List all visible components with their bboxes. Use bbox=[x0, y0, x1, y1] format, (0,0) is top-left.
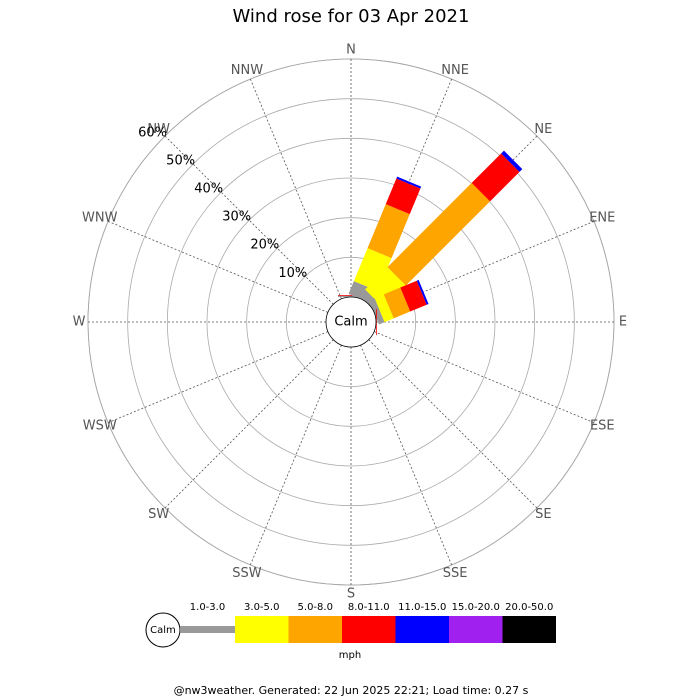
legend-swatch bbox=[342, 616, 396, 643]
grid-ring bbox=[285, 256, 417, 388]
direction-label: NNE bbox=[441, 63, 469, 78]
legend-label: 11.0-15.0 bbox=[398, 602, 446, 613]
bar-segment bbox=[416, 279, 429, 305]
bar-segment bbox=[501, 150, 523, 172]
bar-segment bbox=[471, 153, 520, 202]
direction-label: E bbox=[619, 315, 627, 330]
direction-label: NW bbox=[147, 122, 170, 137]
direction-label: NE bbox=[534, 122, 552, 137]
legend-label: 5.0-8.0 bbox=[298, 602, 333, 613]
direction-label: W bbox=[73, 315, 86, 330]
direction-label: SSE bbox=[443, 566, 468, 581]
r-tick-label: 10% bbox=[278, 266, 307, 281]
legend-swatch bbox=[235, 616, 289, 643]
bar-segment bbox=[369, 298, 385, 325]
r-tick-label: 60% bbox=[138, 126, 167, 141]
legend-swatch bbox=[288, 616, 342, 643]
direction-label: NNW bbox=[231, 63, 263, 78]
r-tick-label: 20% bbox=[250, 238, 279, 253]
legend-label: 15.0-20.0 bbox=[452, 602, 500, 613]
direction-label: ENE bbox=[589, 210, 615, 225]
bar-segment bbox=[365, 267, 406, 308]
bar-segment bbox=[385, 178, 421, 215]
footer: @nw3weather. Generated: 22 Jun 2025 22:2… bbox=[174, 684, 529, 697]
legend-swatch bbox=[395, 616, 449, 643]
bar-segment bbox=[383, 287, 411, 319]
legend-calm-label: Calm bbox=[150, 625, 176, 636]
direction-label: SW bbox=[148, 507, 169, 522]
legend-label: 1.0-3.0 bbox=[190, 602, 225, 613]
calm-label: Calm bbox=[334, 315, 367, 330]
legend-swatch bbox=[502, 616, 556, 643]
direction-label: N bbox=[346, 43, 356, 58]
legend-unit: mph bbox=[339, 650, 361, 661]
direction-label: WSW bbox=[83, 419, 117, 434]
direction-label: S bbox=[347, 587, 355, 602]
r-tick-label: 50% bbox=[166, 154, 195, 169]
bar-segment bbox=[396, 176, 422, 189]
direction-label: WNW bbox=[82, 210, 118, 225]
legend-swatch bbox=[180, 626, 235, 633]
grid-ring bbox=[166, 137, 536, 507]
bar-segment bbox=[367, 204, 410, 259]
chart-title: Wind rose for 03 Apr 2021 bbox=[233, 6, 470, 27]
r-tick-label: 40% bbox=[194, 182, 223, 197]
grid-ring bbox=[127, 98, 575, 546]
bar-segment bbox=[400, 280, 427, 312]
legend-label: 8.0-11.0 bbox=[348, 602, 390, 613]
grid-ring bbox=[206, 177, 496, 467]
legend-label: 20.0-50.0 bbox=[505, 602, 553, 613]
direction-label: ESE bbox=[590, 419, 615, 434]
legend-label: 3.0-5.0 bbox=[244, 602, 279, 613]
r-tick-label: 30% bbox=[222, 210, 251, 225]
grid-ring bbox=[246, 217, 456, 427]
bar-segment bbox=[387, 182, 491, 286]
direction-label: SSW bbox=[232, 566, 262, 581]
legend-swatch bbox=[449, 616, 503, 643]
direction-label: SE bbox=[535, 507, 551, 522]
bar-segment bbox=[374, 294, 394, 323]
calm-circle bbox=[325, 296, 377, 348]
